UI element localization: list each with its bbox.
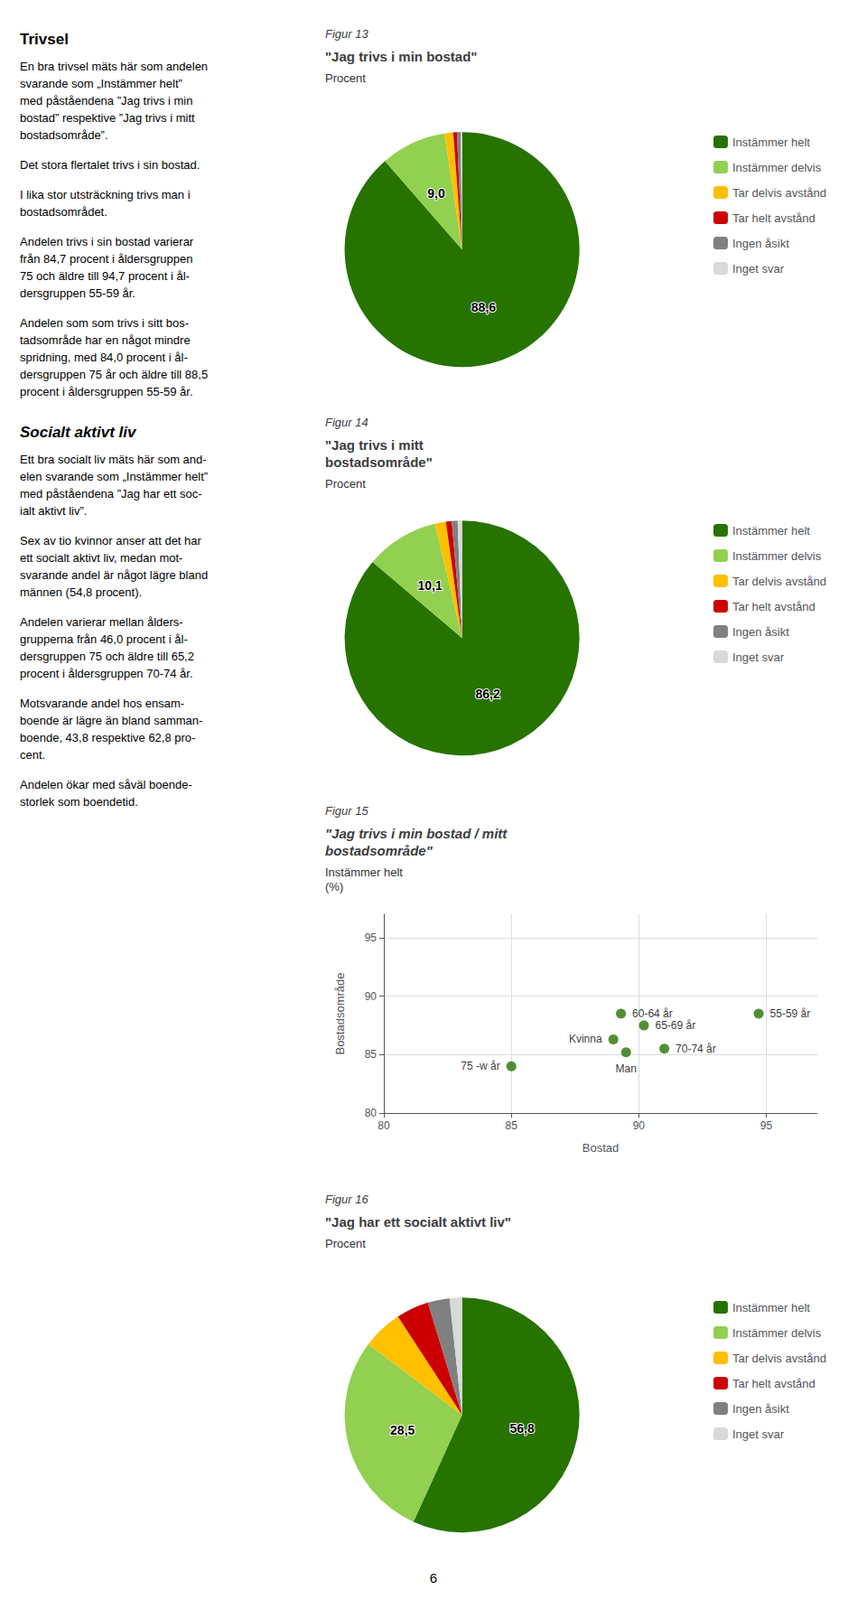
svg-text:bostadsområde": bostadsområde"	[325, 454, 433, 470]
html-text:Sex av tio kvinnor anser att d: Sex av tio kvinnor anser att det har ett…	[19, 533, 208, 599]
svg-text:Bostad: Bostad	[582, 1140, 619, 1155]
svg-text:Man: Man	[615, 1062, 637, 1075]
svg-text:Instämmer delvis: Instämmer delvis	[732, 1325, 822, 1340]
svg-text:Inget svar: Inget svar	[732, 1426, 785, 1441]
svg-text:Kvinna: Kvinna	[568, 1032, 603, 1045]
svg-text:60-64 år: 60-64 år	[632, 1006, 673, 1020]
svg-text:(%): (%)	[325, 879, 344, 894]
svg-text:Procent: Procent	[325, 476, 366, 491]
svg-text:Procent: Procent	[325, 71, 366, 85]
svg-text:Instämmer helt: Instämmer helt	[325, 865, 403, 879]
html-text:Det stora flertalet trivs i si: Det stora flertalet trivs i sin bostad.	[19, 158, 200, 172]
svg-text:Figur 14: Figur 14	[325, 415, 369, 429]
svg-text:90: 90	[633, 1118, 646, 1132]
svg-text:55-59 år: 55-59 år	[770, 1006, 812, 1020]
svg-text:Figur 13: Figur 13	[325, 27, 369, 41]
svg-text:56,8: 56,8	[509, 1420, 534, 1436]
svg-text:Ingen åsikt: Ingen åsikt	[732, 236, 790, 251]
html-text:En bra trivsel mäts här som an: En bra trivsel mäts här som andelen svar…	[19, 59, 208, 142]
svg-text:9,0: 9,0	[427, 186, 446, 201]
svg-text:Tar helt avstånd: Tar helt avstånd	[732, 1376, 816, 1390]
svg-text:Procent: Procent	[325, 1236, 366, 1250]
svg-text:88,6: 88,6	[471, 299, 496, 315]
svg-text:Inget svar: Inget svar	[732, 261, 785, 276]
svg-text:85: 85	[364, 1047, 378, 1061]
html-text:I lika stor utsträckning trivs: I lika stor utsträckning trivs man i bos…	[19, 187, 191, 219]
svg-text:Tar delvis avstånd: Tar delvis avstånd	[732, 574, 827, 588]
svg-text:"Jag trivs i min bostad / mitt: "Jag trivs i min bostad / mitt	[325, 825, 508, 841]
html-text:Andelen ökar med såväl boende-: Andelen ökar med såväl boende- storlek s…	[19, 777, 193, 809]
svg-text:Tar delvis avstånd: Tar delvis avstånd	[732, 1351, 827, 1365]
svg-text:86,2: 86,2	[475, 686, 501, 701]
svg-text:Instämmer helt: Instämmer helt	[732, 1300, 811, 1315]
svg-text:"Jag har ett socialt aktivt li: "Jag har ett socialt aktivt liv"	[325, 1213, 512, 1230]
svg-text:95: 95	[760, 1118, 774, 1132]
svg-text:Inget svar: Inget svar	[732, 650, 785, 664]
svg-text:70-74 år: 70-74 år	[675, 1042, 717, 1055]
svg-text:10,1: 10,1	[417, 578, 442, 593]
svg-text:28,5: 28,5	[390, 1422, 415, 1437]
svg-text:"Jag trivs i mitt: "Jag trivs i mitt	[325, 437, 424, 453]
svg-text:Bostadsområde: Bostadsområde	[333, 971, 347, 1054]
svg-text:85: 85	[504, 1118, 518, 1132]
svg-text:"Jag trivs i min bostad": "Jag trivs i min bostad"	[325, 48, 477, 65]
svg-text:Ingen åsikt: Ingen åsikt	[732, 1401, 790, 1416]
svg-text:Ingen åsikt: Ingen åsikt	[732, 624, 790, 639]
svg-text:90: 90	[364, 989, 378, 1003]
svg-text:65-69 år: 65-69 år	[655, 1018, 697, 1032]
svg-text:Figur 16: Figur 16	[325, 1192, 369, 1206]
html-text:Ett bra socialt liv mäts här s: Ett bra socialt liv mäts här som and- el…	[19, 452, 208, 518]
svg-text:95: 95	[364, 931, 378, 944]
html-text:Socialt aktivt liv: Socialt aktivt liv	[19, 423, 136, 441]
svg-text:Instämmer helt: Instämmer helt	[732, 135, 811, 150]
svg-text:bostadsområde": bostadsområde"	[325, 842, 434, 858]
svg-text:Tar helt avstånd: Tar helt avstånd	[732, 211, 816, 225]
svg-text:75 -w år: 75 -w år	[460, 1059, 500, 1073]
svg-text:Figur 15: Figur 15	[325, 803, 369, 818]
svg-text:80: 80	[364, 1106, 378, 1119]
svg-text:Instämmer delvis: Instämmer delvis	[732, 160, 822, 175]
svg-text:Tar delvis avstånd: Tar delvis avstånd	[732, 186, 827, 200]
svg-text:Instämmer delvis: Instämmer delvis	[732, 549, 822, 563]
svg-text:Instämmer helt: Instämmer helt	[732, 523, 811, 538]
html-text:Andelen varierar mellan ålders: Andelen varierar mellan ålders- gruppern…	[19, 615, 195, 681]
svg-text:Tar helt avstånd: Tar helt avstånd	[732, 599, 816, 614]
svg-text:80: 80	[377, 1118, 391, 1132]
html-text:6: 6	[429, 1569, 438, 1585]
html-text:Trivsel: Trivsel	[19, 30, 69, 48]
html-text:Andelen som som trivs i sitt b: Andelen som som trivs i sitt bos- tadsom…	[19, 316, 208, 399]
html-text:Andelen trivs i sin bostad var: Andelen trivs i sin bostad varierar från…	[19, 234, 194, 300]
html-text:Motsvarande andel hos ensam- b: Motsvarande andel hos ensam- boende är l…	[19, 696, 203, 762]
